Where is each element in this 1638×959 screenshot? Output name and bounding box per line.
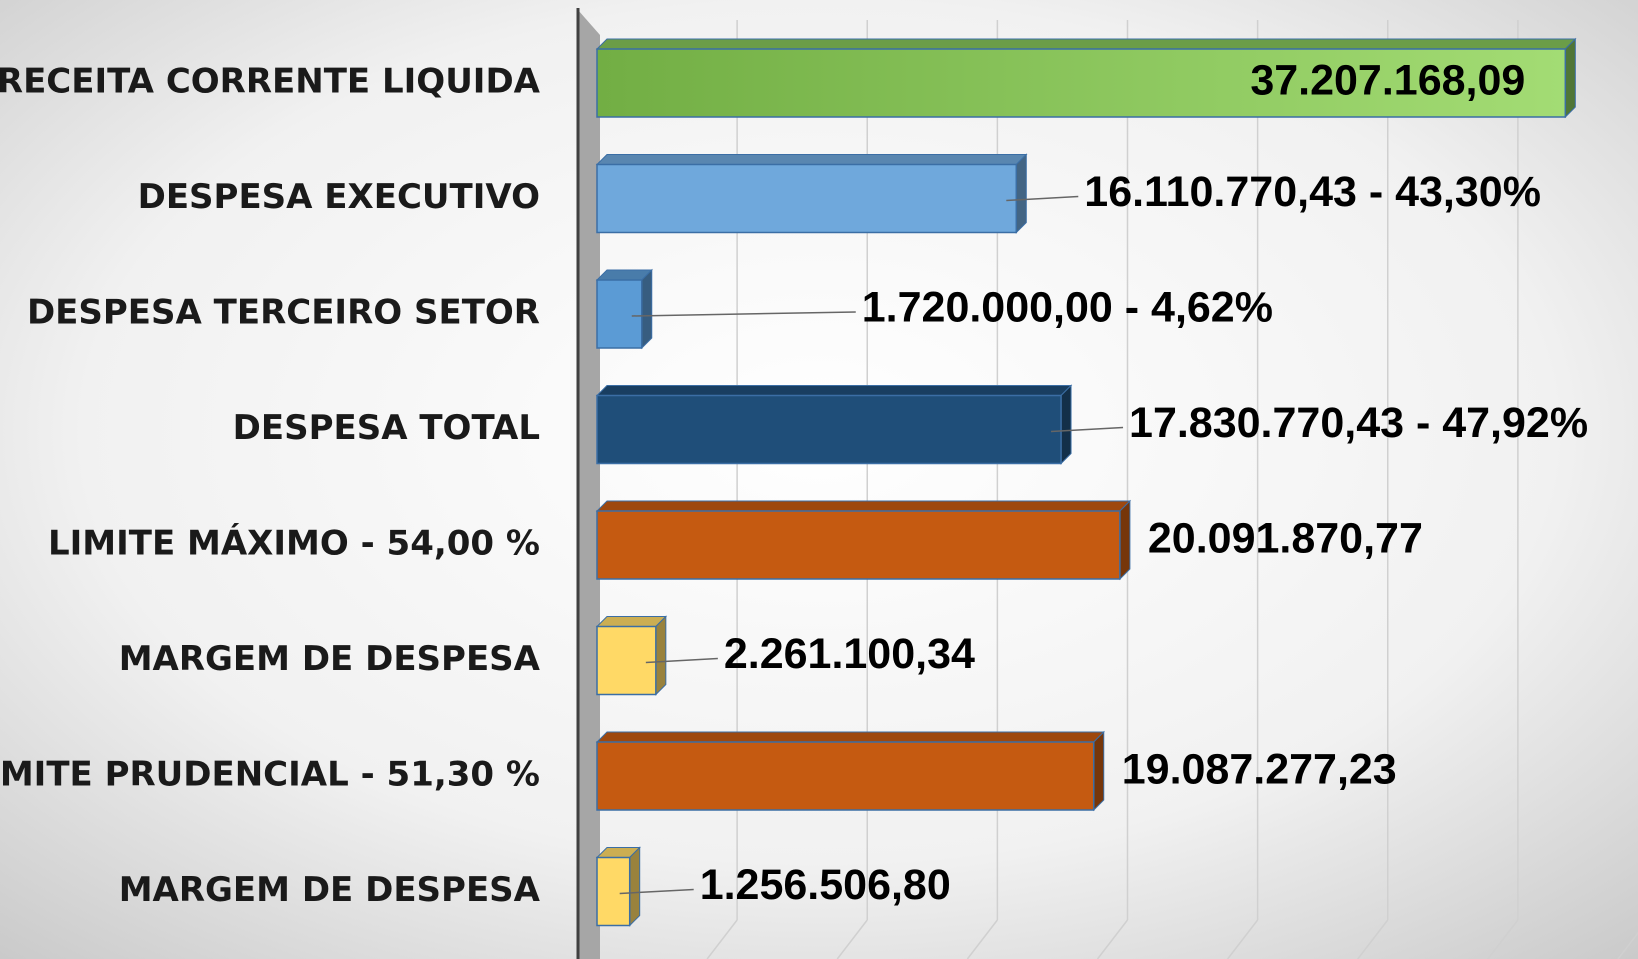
- bar: [596, 856, 631, 927]
- leader-line: [631, 311, 856, 317]
- bar-side: [641, 268, 653, 350]
- bar-side: [1564, 37, 1576, 119]
- value-label: 19.087.277,23: [1122, 745, 1397, 793]
- bar: [596, 279, 643, 349]
- grid-floor: [966, 919, 998, 959]
- value-label: 1.256.506,80: [700, 861, 951, 909]
- category-label: MARGEM DE DESPESA: [119, 870, 541, 910]
- category-label: DESPESA TOTAL: [233, 408, 540, 448]
- grid-floor: [1617, 931, 1638, 959]
- leader-line: [645, 657, 718, 664]
- category-label: LIMITE PRUDENCIAL - 51,30 %: [0, 755, 540, 795]
- category-label: MARGEM DE DESPESA: [119, 639, 541, 679]
- bar: [596, 741, 1095, 811]
- leader-line: [619, 888, 694, 895]
- grid-floor: [1096, 919, 1129, 959]
- bar-top: [595, 500, 1132, 512]
- bar-top: [595, 731, 1105, 743]
- value-label: 17.830.770,43 - 47,92%: [1129, 399, 1588, 447]
- grid-floor: [1357, 919, 1389, 959]
- leader-line: [1051, 426, 1124, 433]
- bar-side: [655, 615, 667, 696]
- bars: RECEITA CORRENTE LIQUIDA 37.207.168,09 DES…: [0, 37, 1588, 927]
- bar: [596, 48, 1567, 118]
- category-label: DESPESA TERCEIRO SETOR: [27, 293, 540, 333]
- bar-side: [1119, 499, 1131, 581]
- bar: [596, 625, 657, 696]
- value-label: 20.091.870,77: [1148, 514, 1423, 562]
- category-label: DESPESA EXECUTIVO: [138, 177, 540, 217]
- grid-floor: [706, 919, 738, 959]
- value-label: 2.261.100,34: [724, 630, 975, 678]
- bar-side: [629, 846, 641, 927]
- value-label: 37.207.168,09: [1250, 56, 1525, 104]
- value-label: 1.720.000,00 - 4,62%: [862, 283, 1273, 331]
- grid-floor: [1487, 919, 1519, 959]
- bar-top: [595, 38, 1577, 50]
- grid-floor: [1227, 919, 1259, 959]
- category-label: LIMITE MÁXIMO - 54,00 %: [48, 523, 540, 564]
- bar: [596, 394, 1062, 465]
- category-label: RECEITA CORRENTE LIQUIDA: [0, 62, 541, 102]
- grid-floor: [836, 919, 868, 959]
- value-label: 16.110.770,43 - 43,30%: [1084, 168, 1541, 216]
- bar-top: [595, 385, 1073, 396]
- bar-side: [1060, 384, 1072, 465]
- bar: [596, 510, 1121, 580]
- bar: [596, 163, 1018, 234]
- bar-side: [1015, 153, 1027, 234]
- leader-line: [1006, 195, 1079, 202]
- bar-top: [595, 616, 668, 627]
- bar-side: [1093, 730, 1105, 812]
- bar-top: [595, 154, 1028, 165]
- axis-wall: [578, 10, 600, 959]
